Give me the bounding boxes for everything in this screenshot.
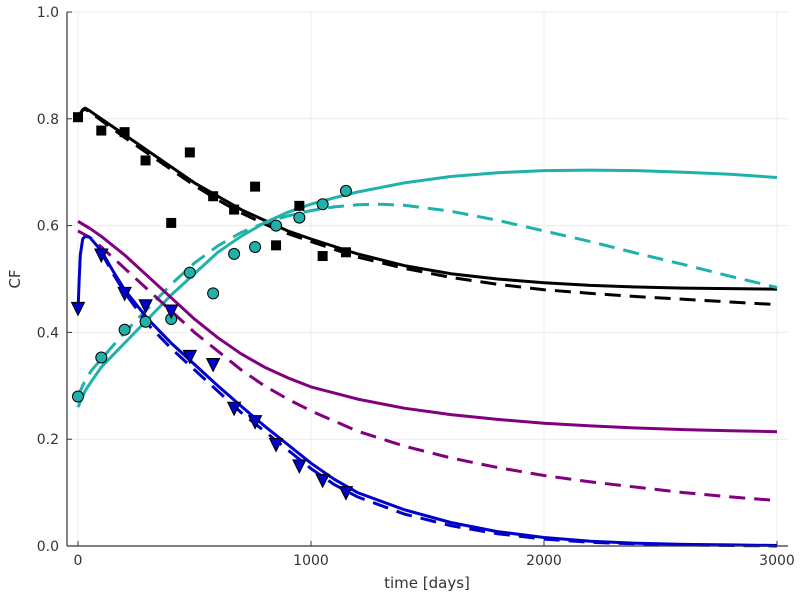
x-tick-label: 0	[74, 553, 83, 569]
triangle-marker	[70, 301, 86, 317]
circle-marker	[72, 390, 84, 403]
grid	[67, 11, 788, 547]
y-tick-label: 0.6	[37, 219, 59, 235]
circle-marker	[293, 211, 306, 224]
square-marker	[317, 251, 328, 262]
circle-marker	[316, 198, 329, 211]
teal-solid-line	[76, 168, 778, 408]
y-tick-label: 1.0	[37, 5, 59, 21]
triangle-marker	[338, 486, 354, 501]
square-marker	[340, 247, 351, 258]
black-solid-line	[76, 106, 778, 291]
square-marker	[96, 125, 107, 136]
square-marker	[184, 147, 195, 158]
circle-marker	[118, 323, 131, 336]
blue-dashed-line	[99, 251, 778, 548]
triangle-marker	[182, 349, 198, 365]
triangle-marker	[315, 473, 330, 489]
circle-marker	[95, 351, 108, 364]
circle-marker	[339, 184, 352, 197]
y-tick-label: 0.8	[37, 112, 59, 128]
circle-marker	[249, 240, 262, 253]
purple-solid-line	[77, 220, 778, 434]
square-marker	[119, 127, 130, 138]
x-tick-label: 2000	[526, 553, 562, 569]
square-marker	[73, 112, 83, 123]
triangle-marker	[163, 304, 179, 320]
triangle-marker	[205, 357, 221, 373]
triangle-marker	[138, 299, 153, 314]
circle-marker	[207, 287, 220, 300]
square-marker	[140, 155, 151, 166]
series-lines	[76, 106, 778, 548]
axes	[66, 12, 788, 547]
y-axis-label: CF	[6, 269, 24, 288]
series-markers	[70, 112, 354, 501]
triangle-marker	[117, 286, 132, 302]
triangle-marker	[226, 401, 242, 417]
circle-marker	[183, 266, 196, 279]
y-tick-label: 0.2	[37, 432, 59, 448]
purple-dashed-line	[77, 229, 778, 503]
x-tick-label: 3000	[759, 553, 795, 569]
x-axis-label: time [days]	[384, 574, 470, 592]
square-marker	[271, 240, 282, 251]
square-marker	[166, 217, 177, 228]
triangle-marker	[247, 415, 263, 430]
circle-marker	[270, 219, 283, 232]
y-tick-label: 0.0	[37, 539, 59, 555]
triangle-marker	[268, 438, 284, 453]
triangle-marker	[93, 248, 109, 264]
triangle-marker	[292, 459, 307, 475]
circle-marker	[139, 315, 152, 328]
ticks: 0 1000 2000 3000 0.0 0.2 0.4 0.6 0.8 1.0	[37, 5, 795, 569]
square-marker	[294, 200, 305, 211]
square-marker	[250, 181, 261, 192]
circle-marker	[228, 247, 241, 260]
y-tick-label: 0.4	[37, 325, 59, 341]
x-tick-label: 1000	[293, 553, 329, 569]
square-marker	[229, 204, 240, 215]
square-marker	[208, 191, 219, 202]
